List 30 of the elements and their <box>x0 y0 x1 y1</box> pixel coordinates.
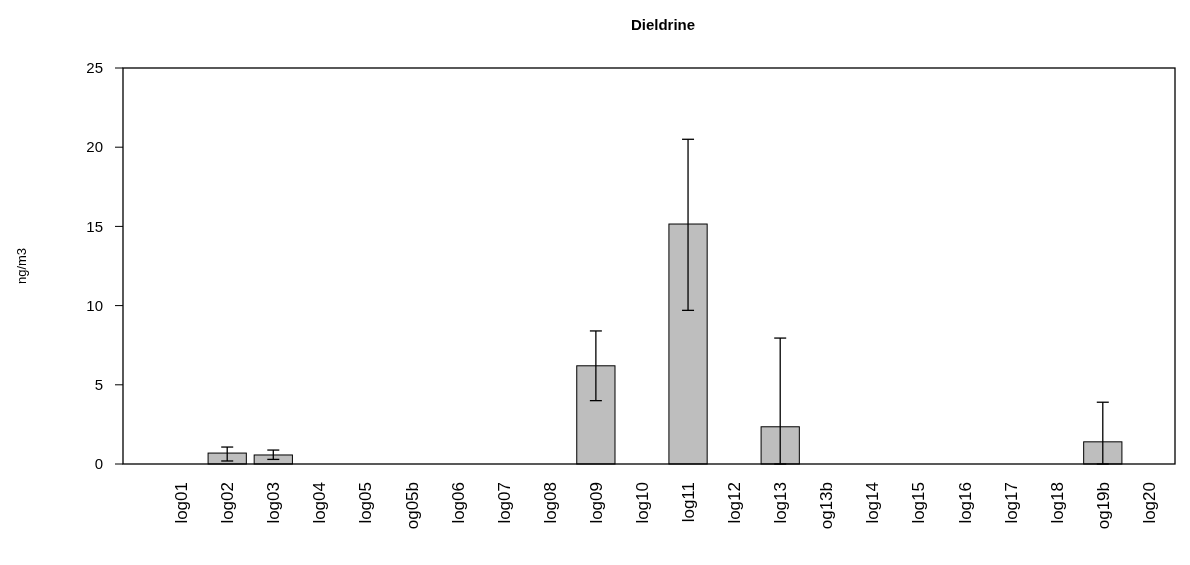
x-tick-label: log02 <box>218 482 238 524</box>
y-tick-label: 15 <box>86 217 103 235</box>
y-axis-title: ng/m3 <box>14 247 29 285</box>
y-tick-label: 0 <box>94 455 103 473</box>
x-tick-label: log03 <box>264 482 284 524</box>
x-tick-label: log10 <box>632 482 652 524</box>
x-tick-label: log13 <box>771 482 791 524</box>
x-tick-label: log04 <box>310 482 330 524</box>
x-tick-label: log12 <box>725 482 745 524</box>
x-tick-label: log06 <box>448 482 468 524</box>
x-tick-label: log14 <box>863 482 883 524</box>
x-tick-label: log20 <box>1139 482 1159 524</box>
x-tick-label: log01 <box>172 482 192 524</box>
y-tick-label: 25 <box>86 59 103 77</box>
y-tick-label: 10 <box>86 296 103 314</box>
x-tick-label: log07 <box>494 482 514 524</box>
x-tick-label: log08 <box>540 482 560 524</box>
chart-title: Dieldrine <box>630 16 696 33</box>
x-tick-label: log05 <box>356 482 376 524</box>
x-tick-label: log09 <box>586 482 606 524</box>
y-tick-label: 5 <box>94 376 103 394</box>
x-tick-label: og13b <box>817 482 837 530</box>
x-tick-label: og05b <box>402 482 422 530</box>
x-tick-label: log17 <box>1001 482 1021 524</box>
x-tick-label: log16 <box>955 482 975 524</box>
x-tick-label: log18 <box>1047 482 1067 524</box>
y-tick-label: 20 <box>86 138 103 156</box>
x-tick-label: log15 <box>909 482 929 524</box>
x-tick-label: log11 <box>679 482 699 523</box>
x-tick-label: og19b <box>1093 482 1113 530</box>
